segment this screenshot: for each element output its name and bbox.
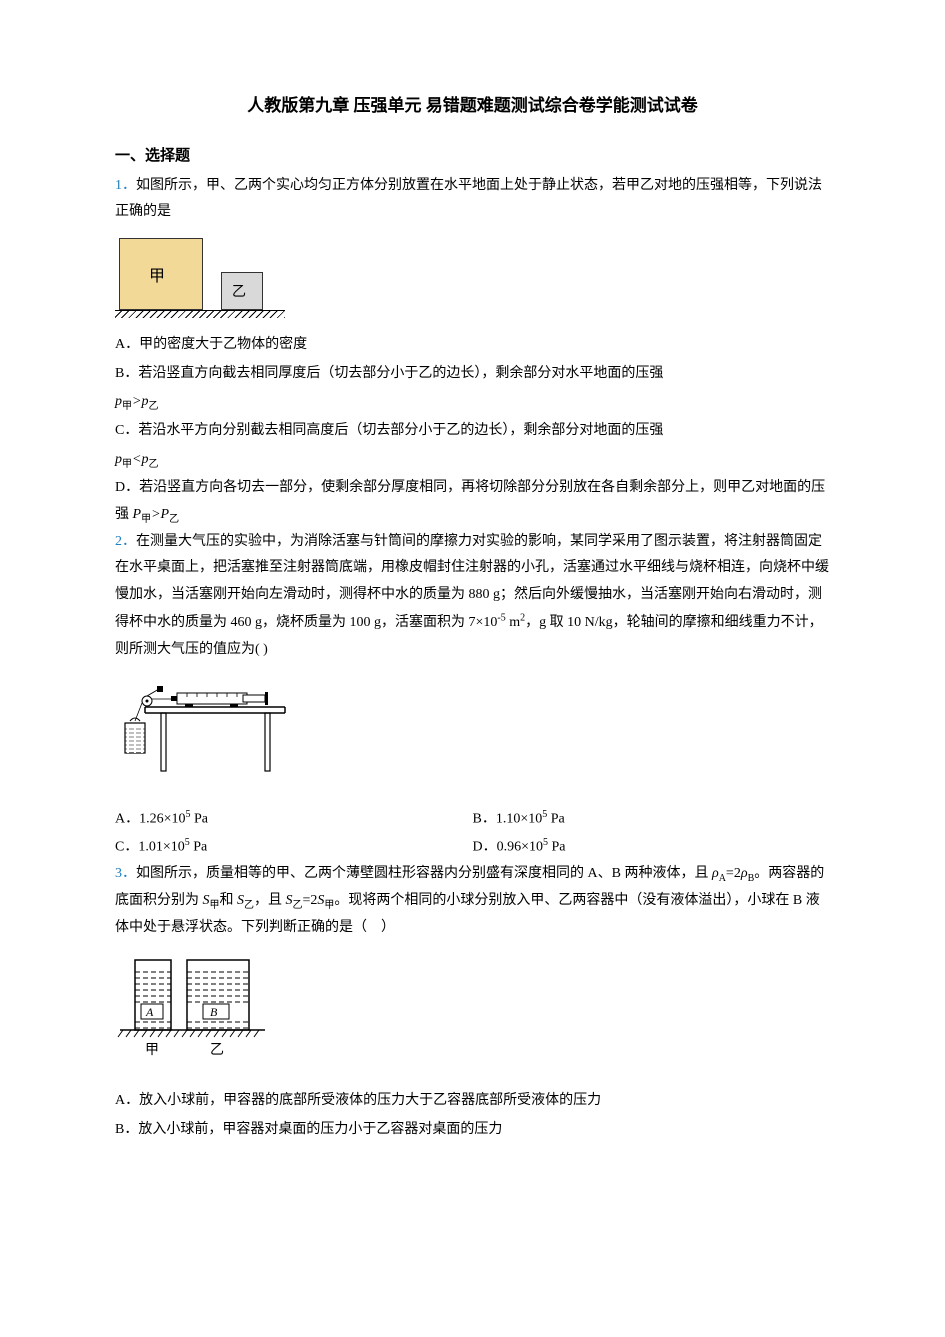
gt-p: >p — [132, 394, 148, 409]
q2-options-row2: C．1.01×105 Pa D．0.96×105 Pa — [115, 833, 830, 861]
beaker-jia-label: 甲 — [145, 1043, 159, 1058]
question-1: 1．如图所示，甲、乙两个实心均匀正方体分别放置在水平地面上处于静止状态，若甲乙对… — [115, 173, 830, 226]
sub-yi2: 乙 — [293, 900, 303, 911]
two-beakers-diagram: A B — [115, 950, 305, 1070]
sub-jia: 甲 — [141, 514, 151, 525]
q1-option-a: A．甲的密度大于乙物体的密度 — [115, 332, 830, 359]
question-text: 如图所示，甲、乙两个实心均匀正方体分别放置在水平地面上处于静止状态，若甲乙对地的… — [115, 178, 822, 220]
label-A: A — [145, 1005, 154, 1019]
eq: =2 — [726, 866, 741, 881]
q2-options-row1: A．1.26×105 Pa B．1.10×105 Pa — [115, 805, 830, 833]
optA-post: Pa — [191, 812, 209, 827]
optD-pre: D．0.96×10 — [473, 840, 544, 855]
optC-post: Pa — [190, 840, 208, 855]
question-3: 3．如图所示，质量相等的甲、乙两个薄壁圆柱形容器内分别盛有深度相同的 A、B 两… — [115, 861, 830, 941]
optB-pre: B．1.10×10 — [473, 812, 543, 827]
var-p: p — [115, 452, 122, 467]
sub-jia2: 甲 — [324, 900, 334, 911]
var-P: P — [133, 507, 142, 522]
var-p: p — [115, 394, 122, 409]
q3-option-a: A．放入小球前，甲容器的底部所受液体的压力大于乙容器底部所受液体的压力 — [115, 1088, 830, 1115]
q1-option-b: B．若沿竖直方向截去相同厚度后（切去部分小于乙的边长），剩余部分对水平地面的压强 — [115, 361, 830, 388]
question-number: 2． — [115, 534, 136, 549]
cube-yi-label: 乙 — [232, 280, 246, 307]
sub-yi: 乙 — [148, 458, 158, 469]
beaker-yi-label: 乙 — [210, 1042, 224, 1058]
rho-B: ρ — [741, 866, 748, 881]
question-number: 1． — [115, 178, 136, 193]
eq2: =2 — [303, 893, 318, 908]
question-2: 2．在测量大气压的实验中，为消除活塞与针筒间的摩擦力对实验的影响，某同学采用了图… — [115, 529, 830, 664]
q1-optb-expr: p甲>p乙 — [115, 389, 830, 416]
question-text: 在测量大气压的实验中，为消除活塞与针筒间的摩擦力对实验的影响，某同学采用了图示装… — [115, 534, 829, 657]
figure-3: A B — [115, 950, 830, 1081]
q1-optb-text: B．若沿竖直方向截去相同厚度后（切去部分小于乙的边长），剩余部分对水平地面的压强 — [115, 366, 663, 381]
page-title: 人教版第九章 压强单元 易错题难题测试综合卷学能测试试卷 — [115, 90, 830, 122]
rho-A: ρ — [712, 866, 719, 881]
question-text: 如图所示，质量相等的甲、乙两个薄壁圆柱形容器内分别盛有深度相同的 A、B 两种液… — [115, 866, 824, 935]
and: 和 — [220, 893, 238, 908]
sub-jia: 甲 — [122, 458, 132, 469]
figure-1: 甲 乙 — [115, 234, 830, 324]
gt-P: >P — [151, 507, 169, 522]
q1-optd-text: D．若沿竖直方向各切去一部分，使剩余部分厚度相同，再将切除部分分别放在各自剩余部… — [115, 480, 825, 522]
sup-neg5: -5 — [497, 613, 505, 624]
S-yi: S — [237, 893, 244, 908]
unit-m: m — [506, 615, 520, 630]
q3-option-b: B．放入小球前，甲容器对桌面的压力小于乙容器对桌面的压力 — [115, 1117, 830, 1144]
q2-option-c: C．1.01×105 Pa — [115, 833, 473, 861]
optB-post: Pa — [547, 812, 565, 827]
optD-post: Pa — [548, 840, 566, 855]
sub-yi: 乙 — [169, 514, 179, 525]
question-number: 3． — [115, 866, 136, 881]
figure-2 — [115, 671, 830, 797]
cube-jia-label: 甲 — [149, 262, 165, 292]
section-heading: 一、选择题 — [115, 142, 830, 171]
S-yi2: S — [286, 893, 293, 908]
lt-p: <p — [132, 452, 148, 467]
sub-yi: 乙 — [148, 401, 158, 412]
syringe-table-diagram — [115, 671, 295, 786]
q1-option-d: D．若沿竖直方向各切去一部分，使剩余部分厚度相同，再将切除部分分别放在各自剩余部… — [115, 475, 830, 528]
q1-optc-expr: p甲<p乙 — [115, 447, 830, 474]
ground-line — [115, 310, 285, 318]
q2-option-a: A．1.26×105 Pa — [115, 805, 473, 833]
sub-A: A — [719, 873, 726, 884]
q2-option-b: B．1.10×105 Pa — [473, 805, 831, 833]
comma: ，且 — [254, 893, 286, 908]
q1-option-c: C．若沿水平方向分别截去相同高度后（切去部分小于乙的边长），剩余部分对地面的压强 — [115, 418, 830, 445]
sub-yi: 乙 — [244, 900, 254, 911]
label-B: B — [210, 1005, 218, 1019]
sub-jia: 甲 — [210, 900, 220, 911]
optC-pre: C．1.01×10 — [115, 840, 185, 855]
sub-jia: 甲 — [122, 401, 132, 412]
S-jia: S — [203, 893, 210, 908]
q2-option-d: D．0.96×105 Pa — [473, 833, 831, 861]
q1-optc-text: C．若沿水平方向分别截去相同高度后（切去部分小于乙的边长），剩余部分对地面的压强 — [115, 423, 663, 438]
q3-pre: 如图所示，质量相等的甲、乙两个薄壁圆柱形容器内分别盛有深度相同的 A、B 两种液… — [136, 866, 712, 881]
optA-pre: A．1.26×10 — [115, 812, 186, 827]
